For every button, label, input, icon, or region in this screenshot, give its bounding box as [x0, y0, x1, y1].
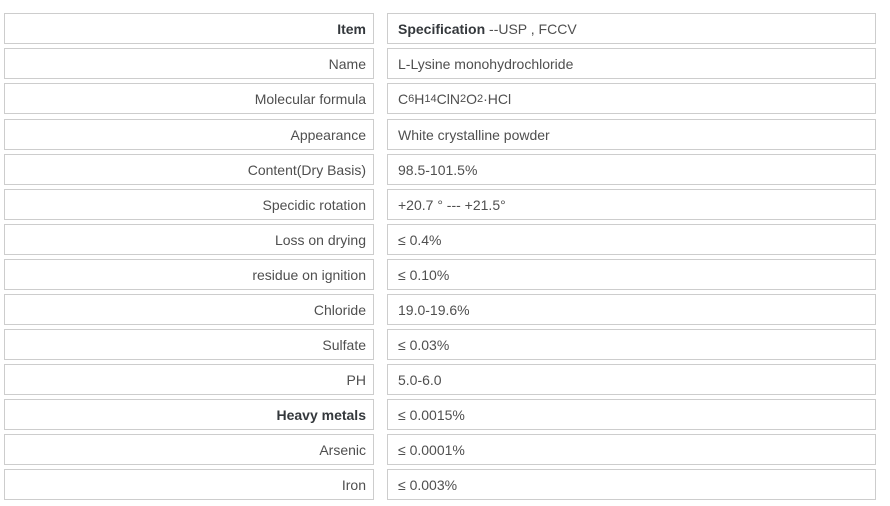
spec-item-label: residue on ignition	[4, 259, 374, 290]
value-text-run: --USP , FCCV	[485, 20, 577, 37]
table-row: Content(Dry Basis) 98.5-101.5%	[4, 154, 890, 185]
spec-item-value: ≤ 0.0015%	[387, 399, 876, 430]
spec-item-value: Specification --USP , FCCV	[387, 13, 876, 44]
spec-item-value: 19.0-19.6%	[387, 294, 876, 325]
value-text-run: Specification	[398, 20, 486, 37]
spec-item-value: ≤ 0.0001%	[387, 434, 876, 465]
spec-item-label: Content(Dry Basis)	[4, 154, 374, 185]
spec-item-label: PH	[4, 364, 374, 395]
table-row: Loss on drying ≤ 0.4%	[4, 224, 890, 255]
table-row: Iron ≤ 0.003%	[4, 469, 890, 500]
table-row: Specidic rotation +20.7 ° --- +21.5°	[4, 189, 890, 220]
spec-item-value: ≤ 0.4%	[387, 224, 876, 255]
spec-item-label: Loss on drying	[4, 224, 374, 255]
table-row: Arsenic ≤ 0.0001%	[4, 434, 890, 465]
spec-section-2: Appearance White crystalline powder Conten…	[4, 119, 890, 500]
spec-section-1: Item Specification --USP , FCCV Name L-Lysi…	[4, 13, 890, 114]
table-row: Item Specification --USP , FCCV	[4, 13, 890, 44]
spec-item-value: L-Lysine monohydrochloride	[387, 48, 876, 79]
table-row: Sulfate ≤ 0.03%	[4, 329, 890, 360]
spec-item-label: Name	[4, 48, 374, 79]
table-row: Appearance White crystalline powder	[4, 119, 890, 150]
spec-item-value: 98.5-101.5%	[387, 154, 876, 185]
spec-item-label: Iron	[4, 469, 374, 500]
spec-item-value: ≤ 0.003%	[387, 469, 876, 500]
spec-item-label: Molecular formula	[4, 83, 374, 114]
table-row: Chloride 19.0-19.6%	[4, 294, 890, 325]
spec-item-value: ≤ 0.10%	[387, 259, 876, 290]
spec-item-value: White crystalline powder	[387, 119, 876, 150]
spec-item-value: +20.7 ° --- +21.5°	[387, 189, 876, 220]
spec-item-label: Appearance	[4, 119, 374, 150]
spec-item-label: Sulfate	[4, 329, 374, 360]
table-row: Molecular formula C 6 H 14 ClN 2 O 2 ·HCl	[4, 83, 890, 114]
spec-item-label: Heavy metals	[4, 399, 374, 430]
value-text-run: O	[466, 90, 477, 107]
value-text-run: ·HCl	[483, 90, 512, 107]
spec-item-value: ≤ 0.03%	[387, 329, 876, 360]
spec-item-label: Chloride	[4, 294, 374, 325]
spec-item-label: Item	[4, 13, 374, 44]
spec-item-value: 5.0-6.0	[387, 364, 876, 395]
table-row: residue on ignition ≤ 0.10%	[4, 259, 890, 290]
spec-item-label: Specidic rotation	[4, 189, 374, 220]
table-row: PH 5.0-6.0	[4, 364, 890, 395]
value-text-run: C	[398, 90, 409, 107]
table-row: Name L-Lysine monohydrochloride	[4, 48, 890, 79]
table-row: Heavy metals ≤ 0.0015%	[4, 399, 890, 430]
spec-item-value: C 6 H 14 ClN 2 O 2 ·HCl	[387, 83, 876, 114]
spec-item-label: Arsenic	[4, 434, 374, 465]
value-text-run: ClN	[436, 90, 460, 107]
value-text-run: H	[414, 90, 425, 107]
